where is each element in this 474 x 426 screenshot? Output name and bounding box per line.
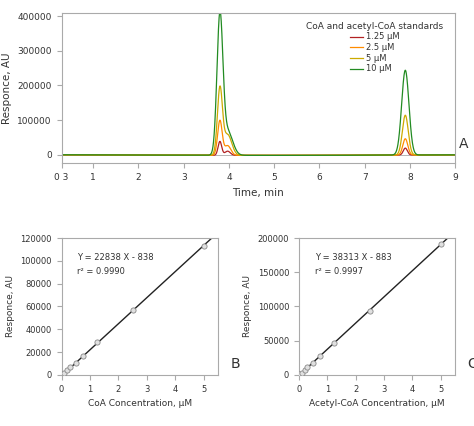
- Point: [310, 360, 317, 366]
- 1.25 μM: [130, 153, 136, 158]
- 1.25 μM: [295, 153, 301, 158]
- 10 μM: [271, 153, 277, 158]
- 1.25 μM: [209, 153, 215, 158]
- 2.5 μM: [217, 118, 223, 123]
- Y-axis label: Responce, AU: Responce, AU: [243, 276, 252, 337]
- 5 μM: [130, 153, 136, 158]
- 10 μM: [130, 153, 136, 158]
- 2.5 μM: [271, 153, 277, 158]
- Line: 1.25 μM: 1.25 μM: [62, 141, 455, 155]
- Point: [437, 240, 445, 247]
- 2.5 μM: [383, 153, 388, 158]
- Text: A: A: [459, 137, 468, 151]
- X-axis label: Time, min: Time, min: [232, 187, 284, 198]
- Point: [298, 370, 306, 377]
- Text: C: C: [467, 357, 474, 371]
- X-axis label: Acetyl-CoA Concentration, μM: Acetyl-CoA Concentration, μM: [309, 399, 445, 408]
- 5 μM: [209, 152, 215, 157]
- Point: [66, 363, 74, 370]
- 5 μM: [452, 153, 458, 158]
- Point: [317, 352, 324, 359]
- Line: 2.5 μM: 2.5 μM: [62, 120, 455, 155]
- 2.5 μM: [130, 153, 136, 158]
- 2.5 μM: [295, 153, 301, 158]
- Text: B: B: [230, 357, 240, 371]
- Legend: 1.25 μM, 2.5 μM, 5 μM, 10 μM: 1.25 μM, 2.5 μM, 5 μM, 10 μM: [303, 18, 447, 77]
- Text: r² = 0.9997: r² = 0.9997: [315, 267, 363, 276]
- 10 μM: [295, 153, 301, 158]
- 1.25 μM: [59, 152, 64, 157]
- 5 μM: [59, 152, 64, 157]
- Point: [93, 339, 101, 345]
- Point: [366, 308, 374, 314]
- 2.5 μM: [315, 153, 320, 158]
- 10 μM: [209, 149, 215, 154]
- Text: r² = 0.9990: r² = 0.9990: [77, 267, 125, 276]
- Text: Y = 38313 X - 883: Y = 38313 X - 883: [315, 253, 391, 262]
- 5 μM: [217, 83, 223, 89]
- Point: [200, 242, 207, 249]
- Point: [330, 339, 338, 346]
- 10 μM: [59, 152, 64, 157]
- 1.25 μM: [217, 139, 223, 144]
- Point: [64, 367, 71, 374]
- Point: [304, 364, 311, 371]
- 1.25 μM: [452, 153, 458, 158]
- 2.5 μM: [209, 153, 215, 158]
- 1.25 μM: [383, 153, 388, 158]
- Point: [295, 370, 303, 377]
- 10 μM: [383, 153, 388, 158]
- Point: [61, 370, 68, 377]
- 10 μM: [315, 153, 320, 158]
- Text: Y = 22838 X - 838: Y = 22838 X - 838: [77, 253, 154, 262]
- Y-axis label: Responce, AU: Responce, AU: [2, 52, 12, 124]
- 1.25 μM: [271, 153, 277, 158]
- Point: [301, 367, 309, 374]
- 2.5 μM: [353, 153, 358, 158]
- 10 μM: [217, 9, 223, 14]
- Y-axis label: Responce, AU: Responce, AU: [6, 276, 15, 337]
- 5 μM: [383, 153, 388, 158]
- Line: 10 μM: 10 μM: [62, 11, 455, 155]
- 5 μM: [353, 153, 358, 158]
- Point: [72, 360, 80, 366]
- 10 μM: [353, 153, 358, 158]
- 2.5 μM: [59, 152, 64, 157]
- 2.5 μM: [452, 153, 458, 158]
- 1.25 μM: [353, 153, 358, 158]
- Point: [58, 371, 65, 378]
- Line: 5 μM: 5 μM: [62, 86, 455, 155]
- X-axis label: CoA Concentration, μM: CoA Concentration, μM: [88, 399, 192, 408]
- Point: [79, 353, 87, 360]
- Point: [129, 307, 137, 314]
- 1.25 μM: [315, 153, 320, 158]
- 10 μM: [452, 153, 458, 158]
- 5 μM: [315, 153, 320, 158]
- 5 μM: [271, 153, 277, 158]
- 5 μM: [295, 153, 301, 158]
